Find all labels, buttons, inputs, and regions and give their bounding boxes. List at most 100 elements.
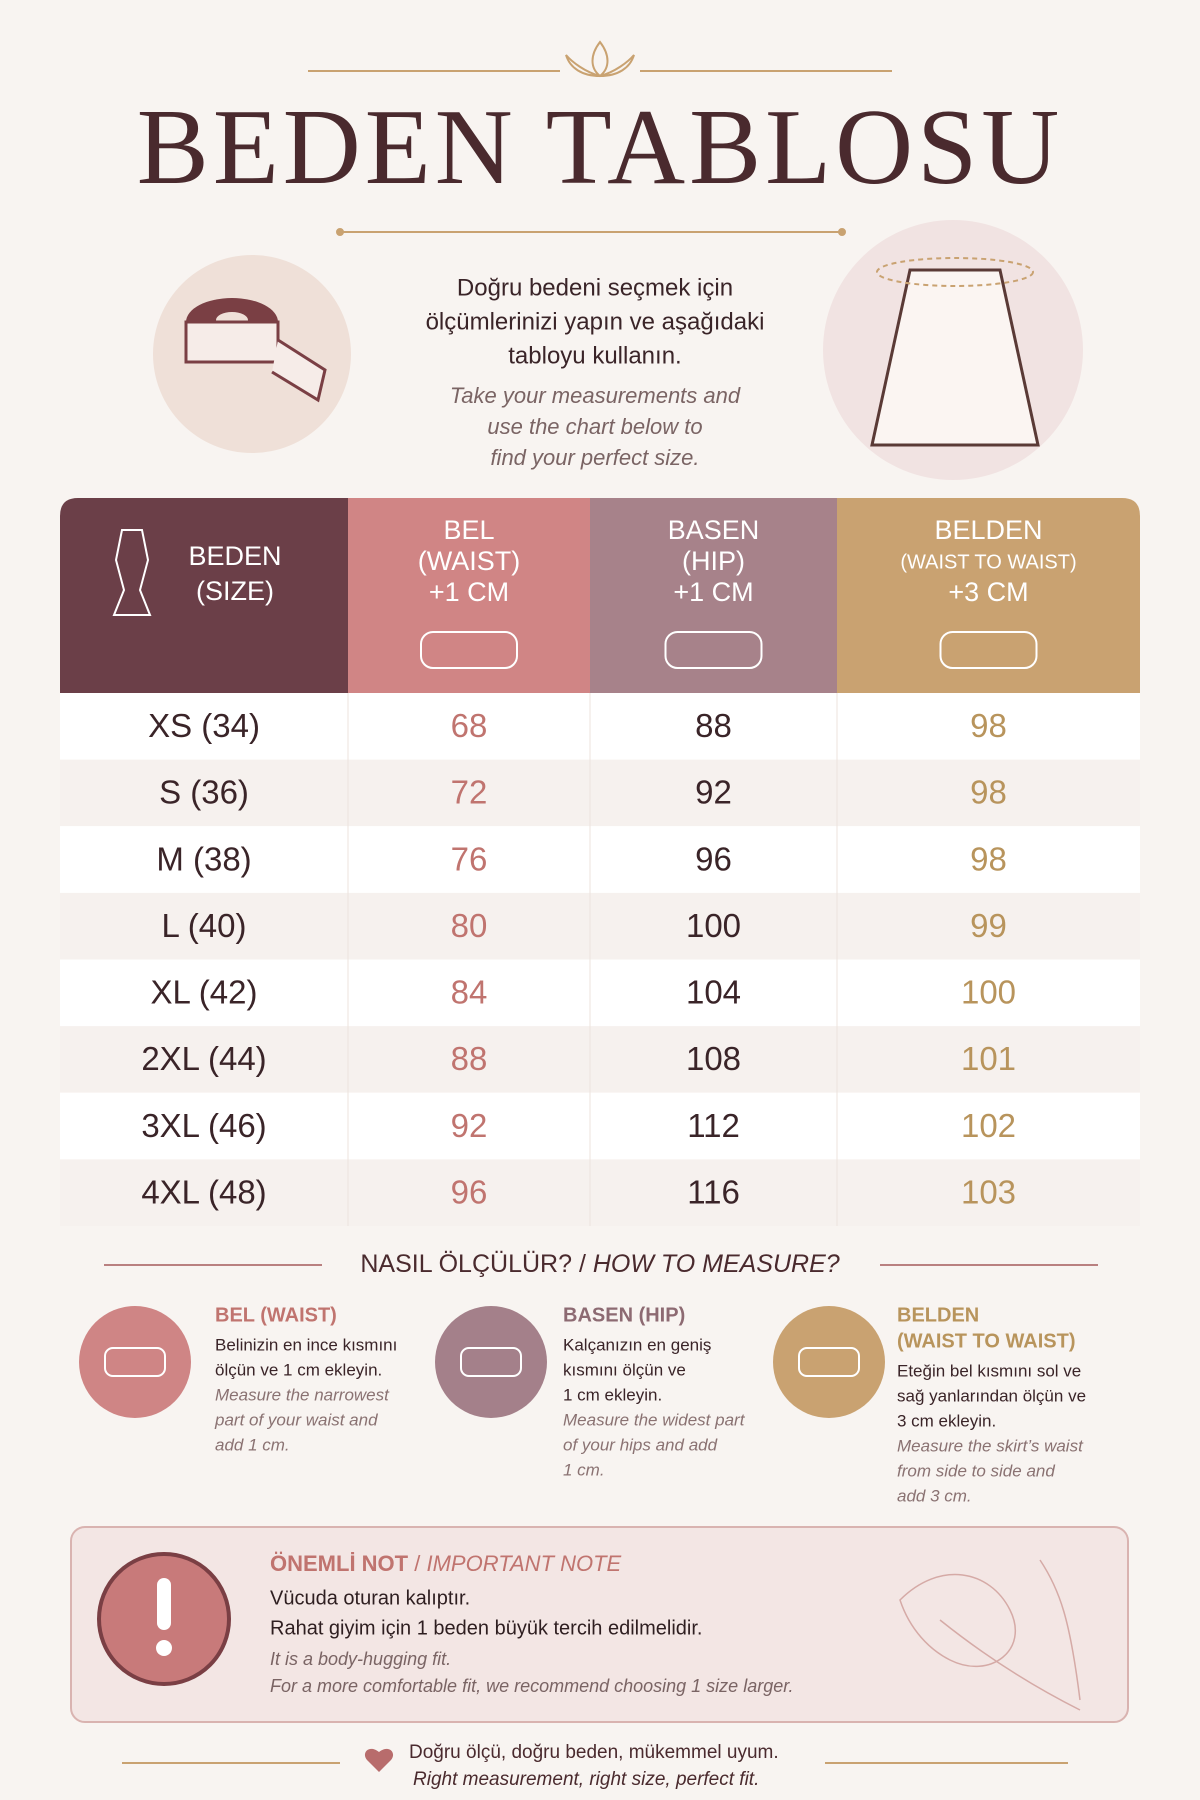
how-to-text-en: add 1 cm.: [215, 1435, 290, 1454]
column-icon: [420, 631, 518, 669]
cell-value: 98: [970, 774, 1007, 811]
cell-value: 72: [451, 774, 488, 811]
intro-tr: Doğru bedeni seçmek için: [457, 274, 733, 301]
cell-value: 92: [451, 1107, 488, 1144]
intro-en: Take your measurements and: [450, 383, 741, 408]
row-background: [60, 959, 1140, 1027]
cell-value: 101: [961, 1040, 1016, 1077]
separator: /: [414, 1551, 421, 1576]
column-header: BASEN: [668, 515, 760, 545]
how-to-text-tr: 3 cm ekleyin.: [897, 1411, 996, 1430]
cell-value: 80: [451, 907, 488, 944]
cell-value: 100: [686, 907, 741, 944]
column-header: (HIP): [682, 546, 745, 576]
column-header: (WAIST TO WAIST): [900, 551, 1076, 573]
column-icon: [664, 631, 763, 669]
how-to-icon: [773, 1306, 885, 1418]
note-text: Vücuda oturan kalıptır. Rahat giyim için …: [270, 1587, 794, 1695]
intro-tr: ölçümlerinizi yapın ve aşağıdaki: [426, 308, 765, 335]
tape-icon: [153, 255, 351, 453]
footer-en: Right measurement, right size, perfect f…: [413, 1769, 759, 1790]
how-to-text-en: 1 cm.: [563, 1460, 605, 1479]
column-header: BELDEN: [934, 515, 1042, 545]
header-cell: [348, 498, 590, 693]
cell-value: 102: [961, 1107, 1016, 1144]
row-background: [60, 1159, 1140, 1226]
how-to-icon-shape: [104, 1347, 166, 1377]
cell-value: 96: [695, 840, 732, 877]
note-line-en: For a more comfortable fit, we recommend…: [270, 1676, 794, 1696]
column-header: +1 CM: [673, 577, 753, 607]
size-label: S (36): [159, 774, 249, 811]
how-to-text-tr: sağ yanlarından ölçün ve: [897, 1386, 1086, 1405]
note-title-tr: ÖNEMLİ NOT: [270, 1551, 409, 1576]
row-background: [60, 759, 1140, 827]
intro-en: use the chart below to: [487, 414, 702, 439]
cell-value: 99: [970, 907, 1007, 944]
heart: [364, 1748, 394, 1772]
how-to-title-tr: NASIL ÖLÇÜLÜR?: [360, 1250, 572, 1278]
how-to-text-en: Measure the narrowest: [215, 1385, 390, 1404]
note-heading: ÖNEMLİ NOT / IMPORTANT NOTE: [270, 1551, 622, 1576]
how-to-text-en: add 3 cm.: [897, 1486, 972, 1505]
cell-value: 88: [451, 1040, 488, 1077]
how-to-icon: [435, 1306, 547, 1418]
footer-tr: Doğru ölçü, doğru beden, mükemmel uyum.: [409, 1742, 779, 1763]
title: BEDEN TABLOSU: [137, 88, 1063, 207]
how-to-title: BASEN (HIP): [563, 1304, 685, 1326]
how-to-text-en: Measure the widest part: [563, 1410, 746, 1429]
how-to-text-tr: 1 cm ekleyin.: [563, 1385, 662, 1404]
dress-icon: [112, 529, 152, 616]
how-to-text-en: part of your waist and: [214, 1410, 378, 1429]
how-to-icon-shape: [460, 1347, 522, 1377]
row-background: [60, 892, 1140, 960]
header-cell: [837, 498, 1140, 693]
note-box: [70, 1526, 1129, 1723]
cell-value: 116: [687, 1173, 740, 1210]
column-icon: [939, 631, 1038, 669]
note-line-tr: Rahat giyim için 1 beden büyük tercih ed…: [270, 1617, 702, 1639]
column-header: (SIZE): [196, 576, 274, 606]
how-to-text-en: from side to side and: [897, 1461, 1055, 1480]
size-label: 4XL (48): [141, 1173, 266, 1210]
column-header: +1 CM: [429, 577, 509, 607]
column-header: +3 CM: [948, 577, 1028, 607]
cell-value: 103: [961, 1173, 1016, 1210]
intro-tr: tabloyu kullanın.: [508, 342, 681, 369]
warning-icon: [97, 1552, 231, 1686]
how-to-text-tr: Kalçanızın en geniş: [563, 1335, 711, 1354]
cell-value: 68: [451, 707, 488, 744]
separator: /: [579, 1250, 586, 1278]
cell-value: 76: [451, 840, 488, 877]
cell-value: 98: [970, 707, 1007, 744]
size-label: 2XL (44): [141, 1040, 266, 1077]
how-to-icon-shape: [798, 1347, 860, 1377]
row-background: [60, 1026, 1140, 1093]
how-to-text-en: Measure the skirt’s waist: [897, 1436, 1084, 1455]
size-label: L (40): [162, 907, 247, 944]
cell-value: 92: [695, 774, 732, 811]
how-to-heading: NASIL ÖLÇÜLÜR? / HOW TO MEASURE?: [360, 1250, 839, 1278]
intro-en: find your perfect size.: [490, 445, 699, 470]
note-line-tr: Vücuda oturan kalıptır.: [270, 1587, 470, 1609]
row-background: [60, 826, 1140, 893]
column-header: BEL: [443, 515, 494, 545]
cell-value: 84: [451, 974, 488, 1011]
how-to-text-tr: Belinizin en ince kısmını: [215, 1335, 397, 1354]
row-background: [60, 693, 1140, 760]
flower-decoration: [899, 1559, 1081, 1711]
header-cell: [590, 498, 837, 693]
cell-value: 108: [686, 1040, 741, 1077]
ornament: [308, 40, 892, 236]
cell-value: 96: [451, 1173, 488, 1210]
how-to-title-en: HOW TO MEASURE?: [593, 1250, 840, 1278]
how-to-title: (WAIST TO WAIST): [897, 1330, 1076, 1352]
cell-value: 88: [695, 707, 732, 744]
how-to-items: BEL (WAIST) Belinizin en ince kısmını ölçü…: [79, 1304, 1086, 1505]
skirt-icon: [823, 220, 1083, 480]
cell-value: 112: [687, 1107, 740, 1144]
cell-value: 98: [970, 840, 1007, 877]
size-label: XL (42): [151, 974, 258, 1011]
size-label: 3XL (46): [141, 1107, 266, 1144]
